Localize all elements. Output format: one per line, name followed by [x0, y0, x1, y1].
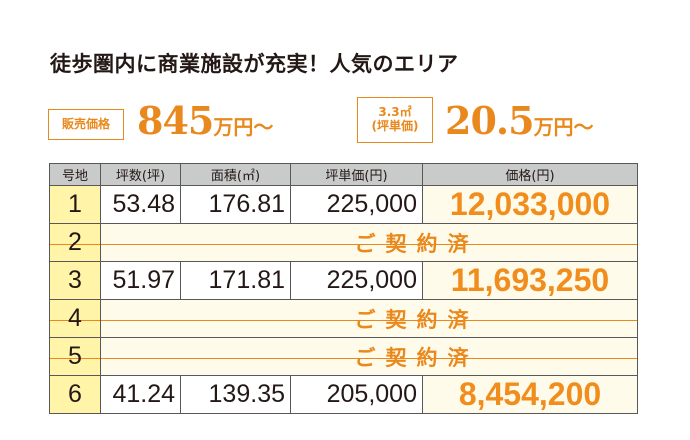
sold-cell: ご契約済	[100, 299, 638, 338]
headline: 徒歩圏内に商業施設が充実！人気のエリア	[50, 51, 459, 76]
sold-label: ご契約済	[354, 306, 479, 332]
lot-table: 号地 坪数(坪) 面積(㎡) 坪単価(円) 価格(円) 1 53.48 176.…	[49, 163, 638, 414]
lot-price: 12,033,000	[422, 185, 638, 224]
lot-no-cell: 5	[49, 337, 101, 376]
lot-no: 6	[49, 375, 101, 414]
lot-no-cell: 2	[49, 223, 101, 262]
lot-tsubo: 41.24	[100, 375, 181, 414]
unit-price-label-line2: (坪単価)	[371, 119, 419, 133]
lot-unit-price: 225,000	[290, 261, 423, 300]
lot-no-cell: 4	[49, 299, 101, 338]
strike-line	[101, 244, 637, 245]
lot-no: 4	[68, 304, 82, 332]
strike-line	[50, 358, 100, 359]
sale-price-label: 販売価格	[48, 109, 124, 140]
sale-price: 845万円〜	[137, 98, 273, 143]
lot-price: 11,693,250	[422, 261, 638, 300]
table-row-sold: 2 ご契約済	[49, 223, 638, 262]
table-row: 3 51.97 171.81 225,000 11,693,250	[49, 261, 638, 300]
sale-price-unit: 万円〜	[213, 115, 274, 139]
sold-cell: ご契約済	[100, 223, 638, 262]
unit-price-value: 20.5	[445, 98, 535, 143]
sold-cell: ご契約済	[100, 337, 638, 376]
lot-unit-price: 225,000	[290, 185, 423, 224]
lot-no: 2	[68, 228, 82, 256]
unit-price: 20.5万円〜	[445, 98, 594, 143]
lot-area: 176.81	[180, 185, 291, 224]
table-row: 1 53.48 176.81 225,000 12,033,000	[49, 185, 638, 224]
lot-no: 1	[49, 185, 101, 224]
lot-area: 171.81	[180, 261, 291, 300]
strike-line	[50, 320, 100, 321]
sold-label: ご契約済	[354, 344, 479, 370]
unit-price-label-line1: 3.3㎡	[378, 105, 412, 119]
sale-price-value: 845	[137, 98, 214, 143]
table-header-row: 号地 坪数(坪) 面積(㎡) 坪単価(円) 価格(円)	[49, 163, 638, 186]
table-row-sold: 4 ご契約済	[49, 299, 638, 338]
header-lot-no: 号地	[49, 163, 101, 186]
lot-unit-price: 205,000	[290, 375, 423, 414]
unit-price-unit: 万円〜	[533, 115, 594, 139]
header-tsubo: 坪数(坪)	[100, 163, 181, 186]
unit-price-label: 3.3㎡ (坪単価)	[357, 97, 433, 143]
sold-label: ご契約済	[354, 230, 479, 256]
strike-line	[101, 358, 637, 359]
header-unit-price: 坪単価(円)	[290, 163, 423, 186]
lot-no: 3	[49, 261, 101, 300]
header-price: 価格(円)	[422, 163, 638, 186]
table-row-sold: 5 ご契約済	[49, 337, 638, 376]
lot-tsubo: 53.48	[100, 185, 181, 224]
strike-line	[101, 320, 637, 321]
strike-line	[50, 244, 100, 245]
header-area: 面積(㎡)	[180, 163, 291, 186]
lot-tsubo: 51.97	[100, 261, 181, 300]
lot-no: 5	[68, 342, 82, 370]
table-row: 6 41.24 139.35 205,000 8,454,200	[49, 375, 638, 414]
lot-price: 8,454,200	[422, 375, 638, 414]
lot-area: 139.35	[180, 375, 291, 414]
